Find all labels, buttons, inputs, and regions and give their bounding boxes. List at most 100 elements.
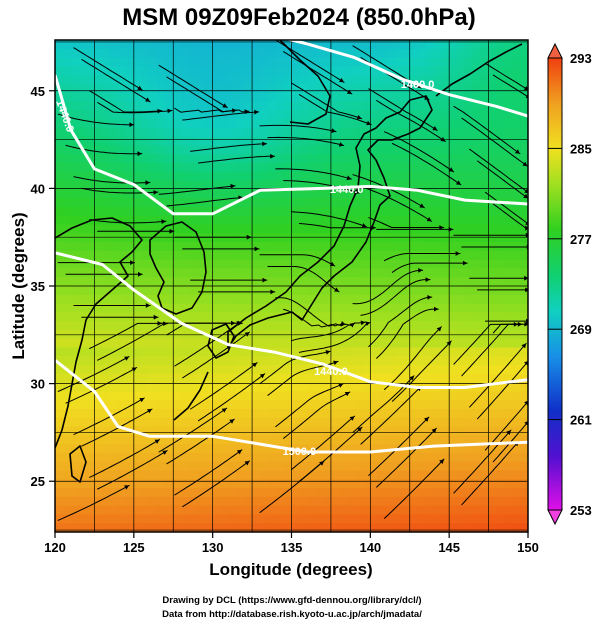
field-cell [236, 163, 245, 173]
field-cell [409, 101, 419, 111]
field-cell [370, 242, 379, 252]
field-cell [220, 382, 230, 393]
streamline [174, 322, 243, 367]
field-cell [520, 373, 528, 384]
field-cell [378, 242, 387, 252]
field-cell [196, 391, 206, 401]
field-cell [488, 461, 498, 472]
field-cell [425, 417, 434, 428]
field-cell [441, 127, 450, 138]
field-cell [417, 136, 427, 147]
field-cell [409, 479, 419, 489]
field-cell [157, 259, 166, 270]
field-cell [220, 127, 230, 138]
field-cell [173, 356, 182, 366]
field-cell [228, 57, 237, 67]
field-cell [55, 189, 64, 199]
field-cell [94, 523, 103, 532]
field-cell [370, 400, 379, 410]
x-tick-label: 135 [281, 540, 303, 555]
field-cell [259, 294, 269, 305]
field-cell [386, 180, 395, 190]
field-cell [362, 66, 371, 76]
field-cell [512, 259, 521, 270]
field-cell [157, 75, 166, 85]
field-cell [299, 505, 308, 516]
streamline [391, 340, 452, 402]
streamline [166, 418, 235, 465]
field-cell [472, 444, 482, 454]
field-cell [236, 250, 245, 261]
field-cell [354, 461, 364, 472]
field-cell [55, 382, 64, 393]
field-cell [386, 66, 395, 76]
field-cell [141, 198, 151, 208]
field-cell [133, 110, 143, 120]
field-cell [252, 75, 261, 85]
field-cell [346, 409, 356, 419]
field-cell [220, 488, 230, 498]
streamline [283, 180, 360, 194]
field-cell [86, 435, 96, 445]
field-cell [283, 417, 293, 428]
field-cell [70, 496, 80, 507]
field-cell [378, 163, 387, 173]
field-cell [118, 356, 127, 366]
field-cell [157, 400, 166, 410]
field-cell [236, 347, 245, 357]
field-cell [133, 523, 143, 532]
field-cell [457, 514, 466, 524]
field-cell [110, 382, 119, 393]
field-cell [267, 444, 277, 454]
field-cell [457, 523, 466, 532]
field-cell [417, 127, 427, 138]
field-cell [196, 347, 206, 357]
field-cell [370, 347, 379, 357]
field-cell [449, 505, 458, 516]
field-cell [512, 40, 521, 50]
field-cell [315, 435, 324, 445]
field-cell [173, 259, 182, 270]
field-cell [252, 101, 261, 111]
field-cell [299, 48, 308, 59]
field-cell [196, 321, 206, 331]
field-cell [512, 417, 521, 428]
field-cell [244, 57, 253, 67]
field-cell [386, 268, 395, 278]
field-cell [228, 303, 237, 313]
streamline-arrow [346, 89, 352, 94]
field-cell [228, 215, 237, 226]
field-cell [464, 233, 474, 243]
field-cell [149, 277, 159, 287]
field-cell [283, 268, 293, 278]
field-cell [425, 136, 434, 147]
streamline [89, 219, 167, 224]
field-cell [86, 154, 96, 164]
field-cell [457, 75, 466, 85]
field-cell [259, 83, 269, 94]
field-cell [346, 145, 356, 155]
field-cell [157, 250, 166, 261]
field-cell [70, 435, 80, 445]
field-cell [275, 101, 285, 111]
field-cell [118, 321, 127, 331]
field-cell [189, 136, 198, 147]
field-cell [346, 83, 356, 94]
field-cell [259, 127, 269, 138]
field-cell [212, 409, 222, 419]
field-cell [78, 391, 88, 401]
field-cell [472, 470, 482, 480]
field-cell [252, 259, 261, 270]
field-cell [204, 294, 214, 305]
field-cell [173, 92, 182, 103]
field-cell [267, 409, 277, 419]
field-cell [173, 101, 182, 111]
field-cell [141, 382, 151, 393]
field-cell [307, 136, 316, 147]
field-cell [338, 488, 348, 498]
contour-label: 1440.0 [314, 366, 348, 378]
field-cell [433, 277, 442, 287]
field-cell [204, 119, 214, 129]
field-cell [78, 444, 88, 454]
field-cell [94, 119, 103, 129]
